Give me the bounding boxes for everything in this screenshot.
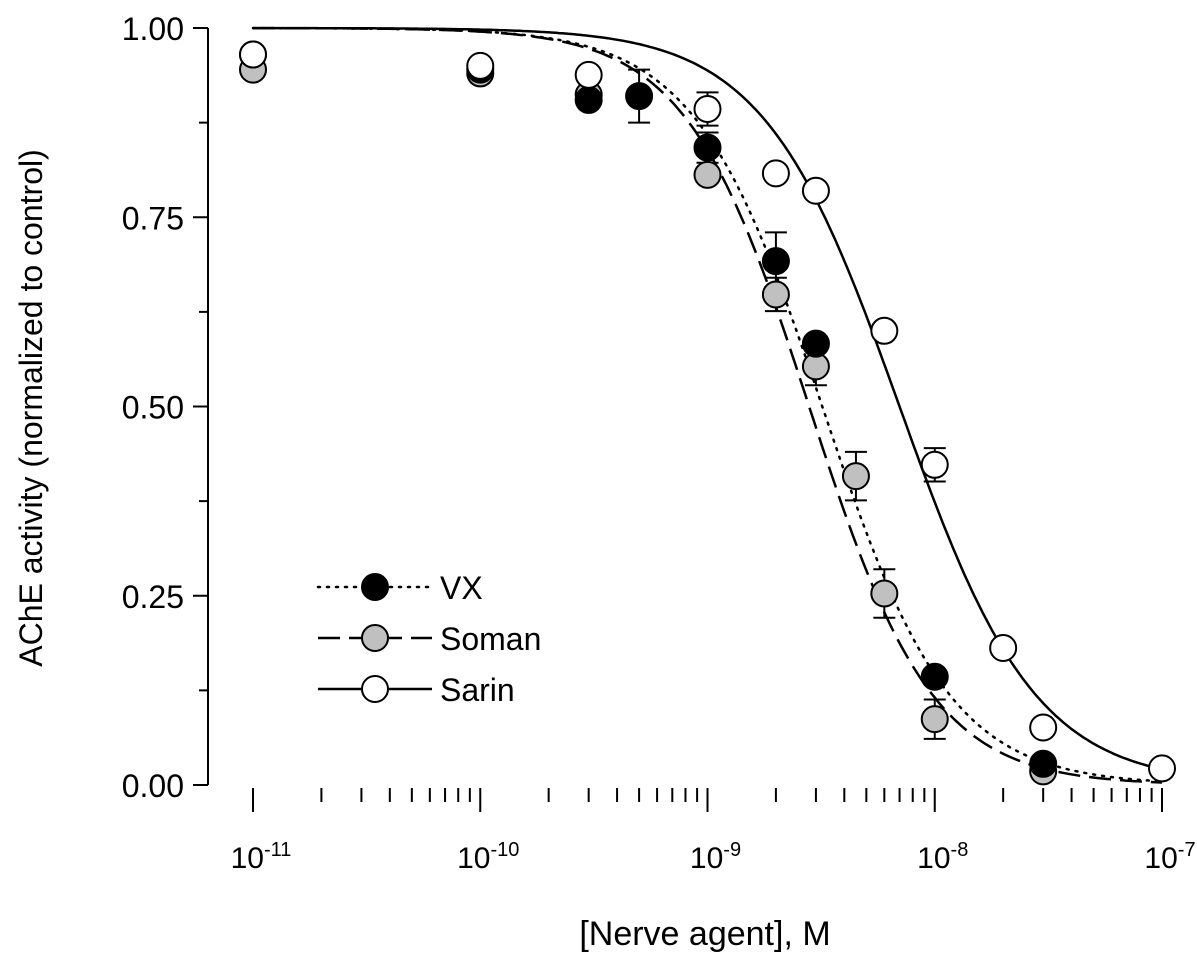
data-point-sarin	[466, 51, 495, 80]
axes: 0.00 0.25 0.50 0.75 1.00 10-11 10-10 10-9 10-8 10…	[122, 11, 1196, 875]
x-tick-label: 10-11	[231, 839, 292, 875]
y-tick-label: 0.75	[122, 200, 184, 236]
data-point-vx	[693, 133, 722, 162]
data-point-sarin	[239, 40, 267, 69]
y-axis-label: AChE activity (normalized to control)	[13, 149, 49, 667]
data-points	[239, 40, 1176, 786]
legend-marker-soman	[361, 624, 389, 652]
legend-marker-vx	[361, 573, 389, 601]
data-point-vx	[761, 247, 790, 276]
data-point-vx	[574, 85, 603, 114]
data-point-sarin	[870, 316, 899, 345]
data-point-sarin	[574, 60, 603, 89]
legend-label-sarin: Sarin	[440, 672, 515, 708]
data-point-vx	[801, 329, 830, 358]
data-point-sarin	[761, 159, 790, 188]
legend: VX Soman Sarin	[316, 570, 541, 708]
data-point-soman	[870, 579, 899, 608]
data-point-sarin	[1029, 713, 1058, 742]
y-tick-label: 0.25	[122, 579, 184, 615]
data-point-sarin	[989, 633, 1018, 662]
x-tick-label: 10-9	[690, 839, 741, 875]
y-tick-label: 0.00	[122, 768, 184, 804]
data-point-soman	[693, 160, 722, 189]
y-tick-label: 1.00	[122, 11, 184, 47]
x-tick-label: 10-7	[1144, 839, 1195, 875]
x-axis-label: [Nerve agent], M	[579, 915, 830, 953]
legend-label-soman: Soman	[440, 621, 541, 657]
data-point-soman	[920, 705, 949, 734]
legend-label-vx: VX	[440, 570, 483, 606]
data-point-sarin	[693, 94, 722, 123]
data-point-vx	[920, 662, 949, 691]
data-point-sarin	[920, 450, 949, 479]
y-tick-label: 0.50	[122, 390, 184, 426]
fit-curve-sarin	[253, 26, 1163, 771]
x-tick-label: 10-10	[457, 839, 519, 875]
legend-marker-sarin	[361, 675, 389, 703]
data-point-sarin	[801, 176, 830, 205]
data-point-soman	[841, 462, 870, 491]
data-point-sarin	[1148, 754, 1176, 783]
data-point-soman	[761, 280, 790, 309]
x-tick-label: 10-8	[917, 839, 968, 875]
data-point-vx	[1029, 749, 1058, 778]
data-point-vx	[625, 82, 654, 111]
